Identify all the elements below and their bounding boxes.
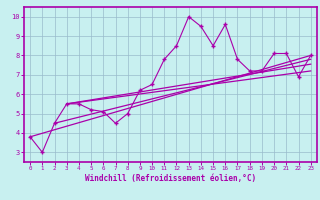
X-axis label: Windchill (Refroidissement éolien,°C): Windchill (Refroidissement éolien,°C)	[85, 174, 256, 183]
